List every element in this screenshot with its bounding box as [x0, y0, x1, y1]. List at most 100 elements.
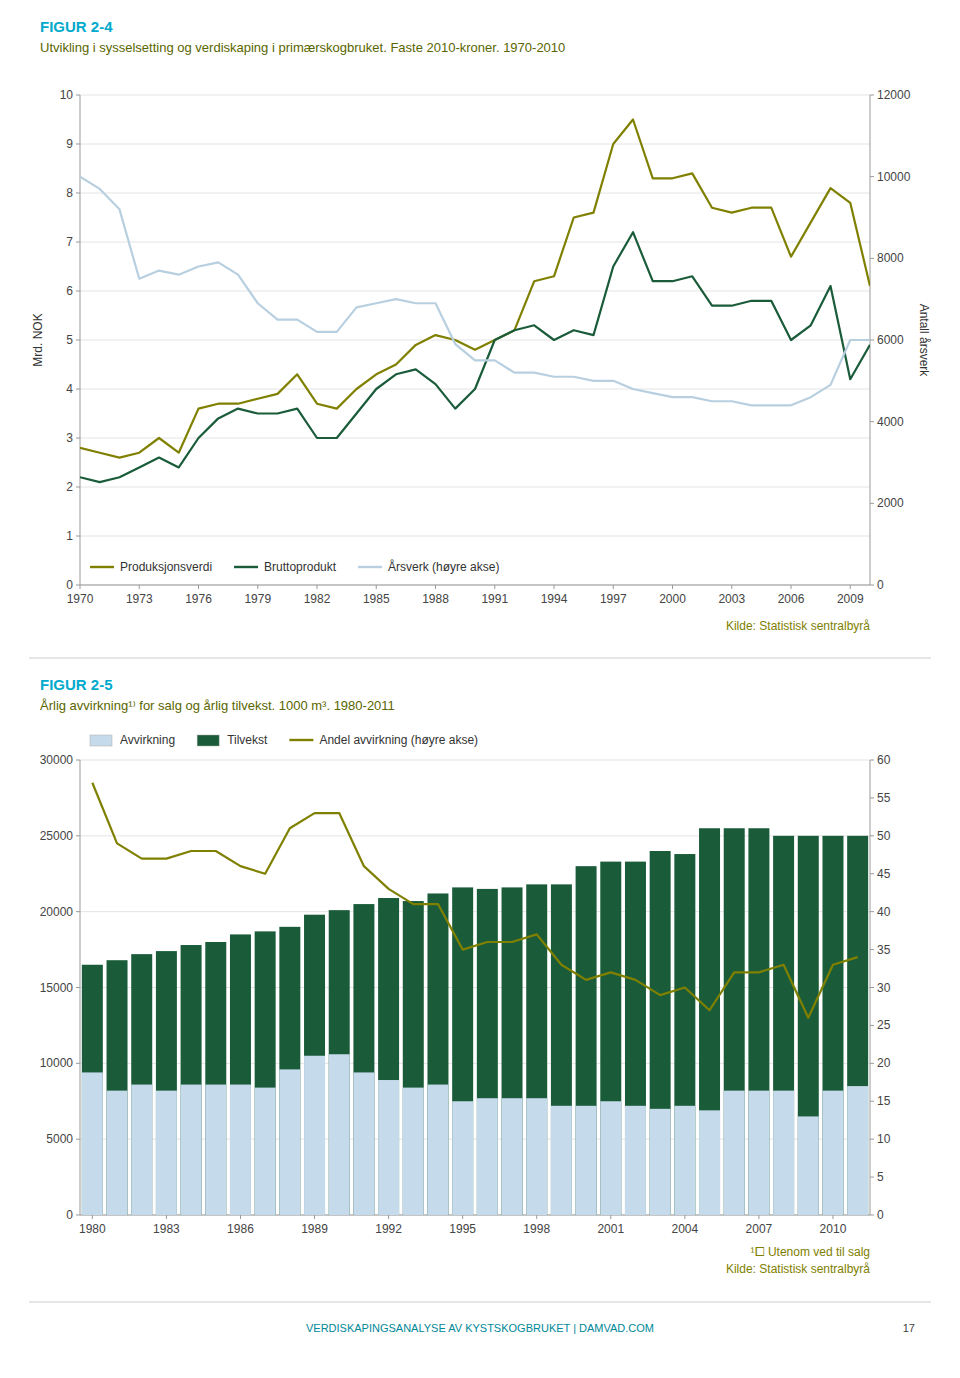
y2-tick: [870, 503, 874, 504]
y-tick: [76, 389, 80, 390]
y-axis-line: [80, 95, 81, 585]
bar: [699, 828, 720, 1215]
y2-axis-line: [870, 760, 871, 1215]
bar: [329, 910, 350, 1215]
y-tick: [76, 1215, 80, 1216]
y2-tick-label: 0: [877, 1208, 884, 1222]
legend-swatch: [234, 566, 258, 568]
x-tick-label: 2000: [659, 592, 686, 606]
bar: [205, 1085, 226, 1215]
y2-tick-label: 6000: [877, 333, 904, 347]
legend-label: Årsverk (høyre akse): [388, 559, 499, 574]
chart: FIGUR 2-5Årlig avvirkning¹⁾ for salg og …: [29, 676, 931, 1334]
y-tick: [76, 1139, 80, 1140]
x-tick-label: 1970: [67, 592, 94, 606]
legend-swatch: [90, 566, 114, 568]
legend-swatch: [197, 735, 219, 746]
x-tick: [240, 1215, 241, 1219]
x-tick-label: 2006: [778, 592, 805, 606]
bar: [403, 1088, 424, 1215]
x-tick-label: 2004: [671, 1222, 698, 1236]
bar: [304, 1056, 325, 1215]
y-tick: [76, 1063, 80, 1064]
bar: [576, 866, 597, 1215]
separator: [29, 658, 931, 659]
bar: [798, 1116, 819, 1215]
y2-tick-label: 35: [877, 943, 891, 957]
y-tick-label: 4: [66, 382, 73, 396]
y2-tick: [870, 340, 874, 341]
bar: [526, 1098, 547, 1215]
y2-tick-label: 10: [877, 1132, 891, 1146]
x-tick-label: 2009: [837, 592, 864, 606]
legend-swatch: [289, 739, 313, 741]
y-tick: [76, 987, 80, 988]
line: [80, 120, 870, 458]
bar: [107, 1091, 128, 1215]
y-tick-label: 8: [66, 186, 73, 200]
bar: [699, 1110, 720, 1215]
y2-tick: [870, 1139, 874, 1140]
y2-tick-label: 2000: [877, 496, 904, 510]
bar: [230, 1085, 251, 1215]
bar: [279, 1069, 300, 1215]
y-tick-label: 0: [66, 578, 73, 592]
bar: [82, 1072, 103, 1215]
annotation: VERDISKAPINGSANALYSE AV KYSTSKOGBRUKET |…: [306, 1322, 654, 1334]
bar: [131, 1085, 152, 1215]
bar: [255, 1088, 276, 1215]
bar: [427, 1085, 448, 1215]
y-tick-label: 6: [66, 284, 73, 298]
line: [80, 177, 870, 406]
bar: [650, 1109, 671, 1215]
x-tick: [80, 585, 81, 589]
legend-swatch: [90, 735, 112, 746]
grid-line: [80, 340, 870, 341]
y-tick: [76, 242, 80, 243]
x-tick-label: 1986: [227, 1222, 254, 1236]
x-tick: [791, 585, 792, 589]
x-tick-label: 1982: [304, 592, 331, 606]
x-tick: [610, 1215, 611, 1219]
grid-line: [80, 487, 870, 488]
y-tick: [76, 487, 80, 488]
y2-tick-label: 0: [877, 578, 884, 592]
grid: [80, 760, 870, 1215]
legend-label: Bruttoprodukt: [264, 560, 337, 574]
bar: [576, 1106, 597, 1215]
bar: [625, 862, 646, 1215]
bar: [822, 1091, 843, 1215]
y-tick: [76, 291, 80, 292]
y2-tick-label: 20: [877, 1056, 891, 1070]
bar: [403, 901, 424, 1215]
y-tick-label: 10000: [40, 1056, 74, 1070]
bar: [255, 931, 276, 1215]
y-tick: [76, 585, 80, 586]
y2-tick: [870, 585, 874, 586]
y2-tick-label: 15: [877, 1094, 891, 1108]
y2-tick: [870, 987, 874, 988]
bar: [181, 1085, 202, 1215]
x-tick: [166, 1215, 167, 1219]
bar: [304, 915, 325, 1215]
bar: [477, 1098, 498, 1215]
x-tick: [92, 1215, 93, 1219]
bar: [107, 960, 128, 1215]
bar: [205, 942, 226, 1215]
y-tick-label: 30000: [40, 753, 74, 767]
y2-tick: [870, 1177, 874, 1178]
y2-tick: [870, 176, 874, 177]
legend: AvvirkningTilvekstAndel avvirkning (høyr…: [90, 733, 478, 747]
bar: [847, 1086, 868, 1215]
x-tick-label: 2010: [820, 1222, 847, 1236]
y2-tick-label: 50: [877, 829, 891, 843]
y2-tick: [870, 1025, 874, 1026]
annotation: Kilde: Statistisk sentralbyrå: [726, 619, 870, 633]
y2-tick: [870, 258, 874, 259]
line: [80, 232, 870, 482]
legend-label: Andel avvirkning (høyre akse): [319, 733, 478, 747]
y2-tick: [870, 873, 874, 874]
bar: [847, 836, 868, 1215]
y2-tick: [870, 1063, 874, 1064]
bar: [156, 1091, 177, 1215]
